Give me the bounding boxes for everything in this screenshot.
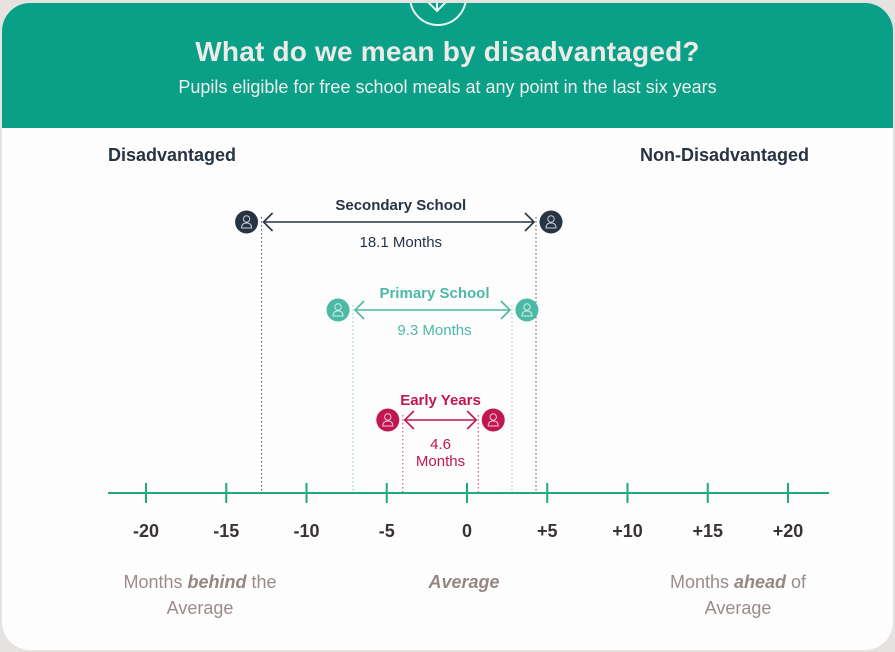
arrow-left-icon <box>403 410 415 430</box>
page-title: What do we mean by disadvantaged? <box>195 36 700 67</box>
months-ahead-caption: Months ahead of Average <box>669 572 807 618</box>
arrow-right-icon <box>500 300 512 320</box>
person-icon-body <box>545 222 557 229</box>
disadvantaged-label: Disadvantaged <box>108 145 237 165</box>
page-subtitle: Pupils eligible for free school meals at… <box>178 77 717 97</box>
tick-label: +20 <box>772 521 804 541</box>
gap-label: 4.6 <box>430 436 451 453</box>
tick-label: +10 <box>612 521 643 541</box>
person-icon-head <box>489 413 497 421</box>
gap-label: 18.1 Months <box>360 234 443 251</box>
arrow-right-icon <box>466 410 478 430</box>
person-icon-head <box>334 303 342 311</box>
months-behind-caption: Months behind the Average <box>123 572 277 618</box>
person-icon-head <box>242 215 251 223</box>
infographic-card: What do we mean by disadvantaged? Pupils… <box>2 3 893 650</box>
gap-diagram: Secondary School 18.1 Months Primary Schoo… <box>108 197 829 503</box>
tick-label: +5 <box>536 521 558 541</box>
gap-label: Months <box>416 453 465 470</box>
person-icon-body <box>332 310 344 317</box>
average-caption: Average <box>428 572 500 592</box>
gap-label: 9.3 Months <box>397 322 471 339</box>
group-title: Primary School <box>379 285 489 302</box>
group-title: Secondary School <box>335 197 466 214</box>
arrow-left-icon <box>262 212 274 232</box>
tick-label: +15 <box>692 521 724 541</box>
header-banner: What do we mean by disadvantaged? Pupils… <box>2 3 893 128</box>
person-icon-body <box>382 420 394 427</box>
person-icon-head <box>523 303 531 311</box>
person-icon-head <box>384 413 392 421</box>
tick-label: -5 <box>378 521 395 541</box>
tick-label: 0 <box>461 521 472 541</box>
person-icon-body <box>487 420 499 427</box>
tick-label: -15 <box>213 521 240 541</box>
non-disadvantaged-label: Non-Disadvantaged <box>640 145 810 165</box>
group-title: Early Years <box>400 392 481 409</box>
tick-label: -10 <box>293 521 320 541</box>
arrow-right-icon <box>524 212 536 232</box>
tick-label: -20 <box>132 521 159 541</box>
person-icon-head <box>547 215 555 223</box>
arrow-left-icon <box>353 300 365 320</box>
arrow-down-icon <box>427 3 447 13</box>
person-icon-body <box>521 310 533 317</box>
person-icon-body <box>241 222 253 229</box>
